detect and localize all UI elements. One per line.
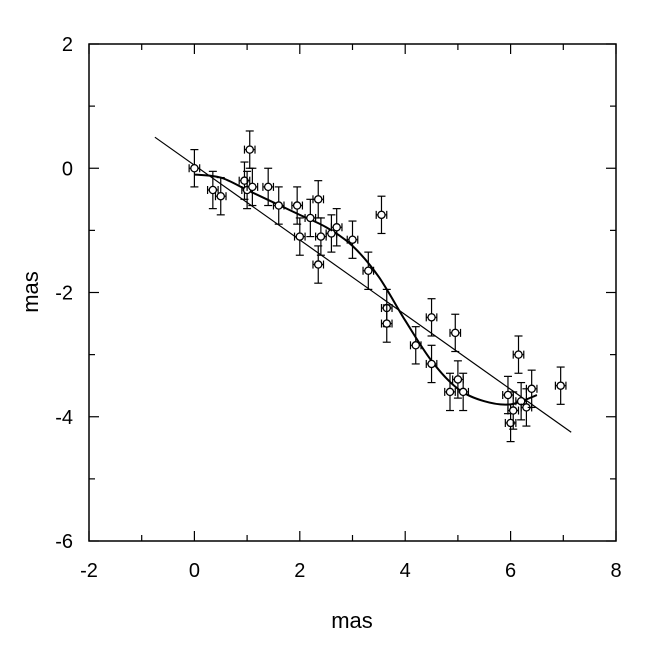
y-axis-title: mas bbox=[18, 271, 43, 313]
x-tick-label: 6 bbox=[505, 560, 516, 582]
data-point bbox=[362, 251, 375, 290]
point-marker bbox=[411, 341, 420, 350]
data-point bbox=[346, 220, 359, 259]
point-marker bbox=[377, 210, 386, 220]
point-marker bbox=[316, 232, 326, 241]
data-point bbox=[325, 214, 338, 253]
point-marker bbox=[208, 185, 218, 195]
point-marker bbox=[240, 176, 249, 185]
point-marker bbox=[295, 232, 305, 241]
data-point bbox=[262, 167, 275, 207]
point-marker bbox=[514, 350, 523, 359]
point-marker bbox=[451, 328, 460, 338]
x-axis-title: mas bbox=[331, 608, 373, 633]
data-point bbox=[312, 180, 325, 219]
y-tick-label: -6 bbox=[55, 531, 73, 553]
data-point bbox=[380, 304, 393, 343]
data-point bbox=[312, 245, 325, 284]
data-point bbox=[315, 217, 327, 256]
data-point bbox=[272, 186, 285, 225]
y-tick-label: 2 bbox=[62, 34, 73, 56]
y-tick-label: -4 bbox=[55, 407, 73, 429]
data-point bbox=[409, 326, 422, 365]
point-marker bbox=[527, 384, 536, 394]
data-point bbox=[246, 167, 259, 207]
data-point bbox=[214, 176, 227, 216]
x-tick-label: 8 bbox=[610, 560, 621, 582]
linear-fit-line bbox=[154, 136, 572, 433]
point-marker bbox=[427, 359, 436, 369]
point-marker bbox=[506, 418, 515, 428]
point-marker bbox=[427, 313, 436, 322]
axis-ticks bbox=[88, 43, 617, 542]
data-point bbox=[452, 360, 464, 399]
data-point bbox=[515, 381, 528, 421]
point-marker bbox=[453, 375, 463, 384]
point-marker bbox=[382, 319, 392, 328]
data-point bbox=[330, 208, 343, 247]
data-point bbox=[507, 391, 520, 430]
point-marker bbox=[313, 195, 323, 204]
x-tick-label: -2 bbox=[80, 560, 98, 582]
y-tick-label: -2 bbox=[55, 283, 73, 305]
data-point bbox=[293, 217, 306, 256]
point-marker bbox=[292, 201, 302, 210]
point-marker bbox=[503, 390, 513, 400]
data-point bbox=[512, 335, 525, 374]
x-tick-label: 4 bbox=[400, 560, 411, 582]
point-marker bbox=[306, 213, 315, 223]
point-marker bbox=[332, 223, 341, 232]
point-marker bbox=[190, 163, 199, 173]
point-marker bbox=[313, 260, 323, 269]
point-marker bbox=[263, 182, 273, 192]
data-points bbox=[188, 130, 567, 443]
data-point bbox=[425, 298, 438, 337]
point-marker bbox=[508, 406, 518, 415]
point-marker bbox=[445, 387, 455, 397]
x-tick-label: 2 bbox=[294, 560, 305, 582]
data-point bbox=[206, 170, 219, 210]
data-point bbox=[243, 130, 256, 169]
x-tick-label: 0 bbox=[189, 560, 200, 582]
point-marker bbox=[245, 145, 254, 154]
plot-frame bbox=[88, 43, 617, 542]
tick-labels: -2 0 2 4 6 8 2 0 -2 -4 -6 bbox=[55, 34, 621, 582]
point-marker bbox=[248, 182, 257, 192]
data-point bbox=[375, 195, 388, 235]
data-point bbox=[457, 372, 470, 412]
point-marker bbox=[556, 381, 565, 390]
data-point bbox=[554, 366, 567, 405]
point-marker bbox=[348, 235, 357, 244]
point-marker bbox=[458, 387, 468, 397]
point-marker bbox=[364, 266, 373, 276]
y-tick-label: 0 bbox=[62, 158, 73, 180]
fit-lines bbox=[154, 136, 572, 433]
point-marker bbox=[274, 201, 283, 210]
point-marker bbox=[216, 191, 225, 201]
data-point bbox=[444, 372, 456, 412]
data-point bbox=[425, 344, 438, 384]
data-point bbox=[188, 149, 201, 188]
data-point bbox=[525, 369, 538, 409]
data-point bbox=[449, 313, 462, 353]
data-point bbox=[304, 198, 317, 238]
data-point bbox=[291, 186, 304, 225]
